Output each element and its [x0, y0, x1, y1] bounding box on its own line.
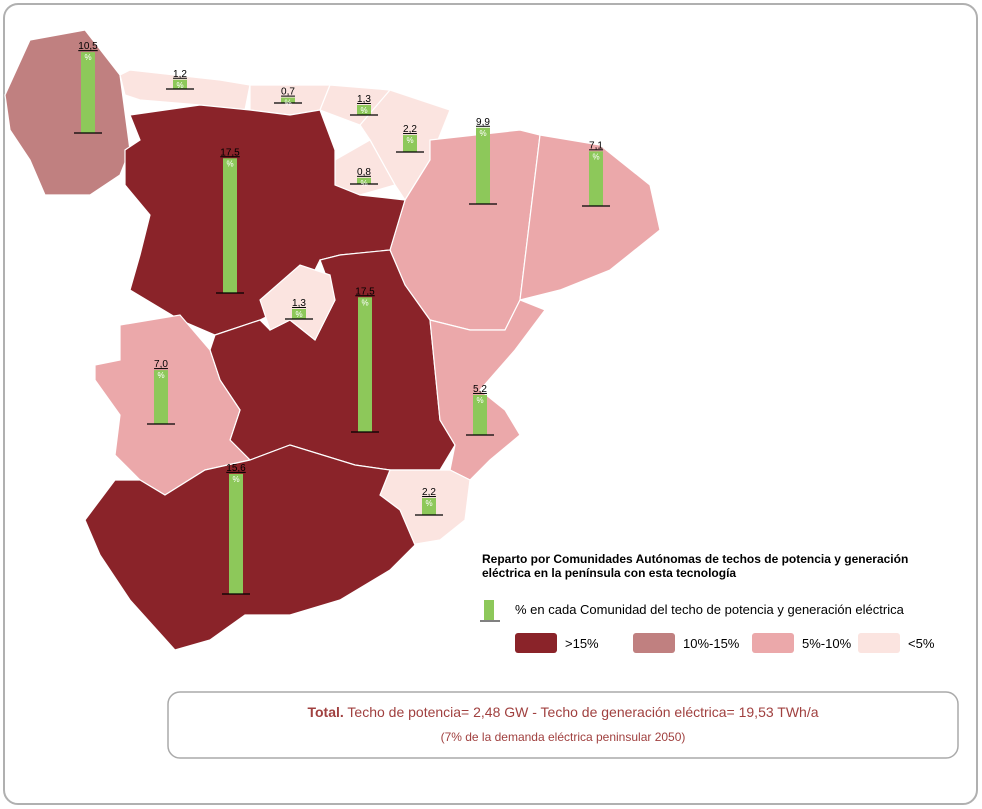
bar-label: 5,2 — [473, 384, 487, 395]
bar-label: 9,9 — [476, 117, 490, 128]
bar-label: 15,6 — [226, 463, 246, 474]
bar — [292, 308, 306, 319]
bar — [223, 158, 237, 293]
total-text: Techo de potencia= 2,48 GW - Techo de ge… — [347, 704, 818, 720]
total-lead: Total. — [307, 704, 343, 720]
bar-label: 1,3 — [292, 298, 306, 309]
bar-label: 1,2 — [173, 69, 187, 80]
bar — [357, 104, 371, 115]
bar-unit: % — [284, 99, 291, 108]
legend-title: Reparto por Comunidades Autónomas de tec… — [482, 552, 908, 580]
bar — [403, 135, 417, 152]
region — [84, 444, 416, 651]
bar-label: 7,1 — [589, 140, 603, 151]
bar-label: 17,5 — [355, 286, 375, 297]
legend-swatch — [633, 633, 675, 653]
bar — [476, 127, 490, 204]
bar-label: 0,7 — [281, 87, 295, 98]
bar-unit: % — [361, 298, 368, 307]
legend-bar-rest: techo de potencia y generación eléctrica — [671, 602, 904, 617]
bar — [81, 52, 95, 133]
bar-label: 17,5 — [220, 147, 240, 158]
region — [4, 29, 131, 196]
bar — [589, 151, 603, 206]
bar — [358, 297, 372, 432]
bar-unit: % — [406, 136, 413, 145]
legend-label: <5% — [908, 636, 935, 651]
bar-unit: % — [295, 310, 302, 319]
bar-unit: % — [479, 129, 486, 138]
bar — [173, 79, 187, 89]
legend-classes: >15% 10%-15% 5%-10% <5% — [515, 633, 935, 653]
bar-unit: % — [157, 371, 164, 380]
bar-unit: % — [232, 475, 239, 484]
bar-unit: % — [226, 159, 233, 168]
region — [519, 134, 661, 301]
bar-unit: % — [84, 53, 91, 62]
bar-label: 1,3 — [357, 94, 371, 105]
legend-swatch — [858, 633, 900, 653]
total-box — [167, 691, 959, 759]
bar-label: 2,2 — [403, 124, 417, 135]
legend-bar-label: % en cada Comunidad del techo de potenci… — [515, 602, 905, 617]
bars: %10,5%1,2%0,7%1,3%2,2%0,8%9,9%7,1%17,5%1… — [74, 41, 610, 595]
region — [259, 264, 336, 341]
legend-bar-pre: % en cada Comunidad del — [515, 602, 668, 617]
bar-unit: % — [476, 396, 483, 405]
total-note: (7% de la demanda eléctrica peninsular 2… — [441, 730, 686, 744]
bar — [422, 498, 436, 515]
bar — [473, 394, 487, 435]
bar — [357, 177, 371, 184]
legend-label: 10%-15% — [683, 636, 740, 651]
legend-bar-icon — [484, 600, 494, 620]
legend-label: 5%-10% — [802, 636, 852, 651]
bar-unit: % — [360, 106, 367, 115]
legend-label: >15% — [565, 636, 599, 651]
bar-label: 10,5 — [78, 41, 98, 52]
bar — [229, 473, 243, 594]
bar-label: 2,2 — [422, 487, 436, 498]
legend-swatch — [752, 633, 794, 653]
bar-unit: % — [592, 152, 599, 161]
bar-unit: % — [176, 81, 183, 90]
legend-swatch — [515, 633, 557, 653]
bar — [281, 97, 295, 103]
bar-label: 0,8 — [357, 167, 371, 178]
region — [429, 299, 546, 481]
bar-label: 7,0 — [154, 359, 168, 370]
bar-unit: % — [360, 179, 367, 188]
total-line: Total. Techo de potencia= 2,48 GW - Tech… — [307, 704, 818, 720]
bar — [154, 370, 168, 424]
bar-unit: % — [425, 499, 432, 508]
